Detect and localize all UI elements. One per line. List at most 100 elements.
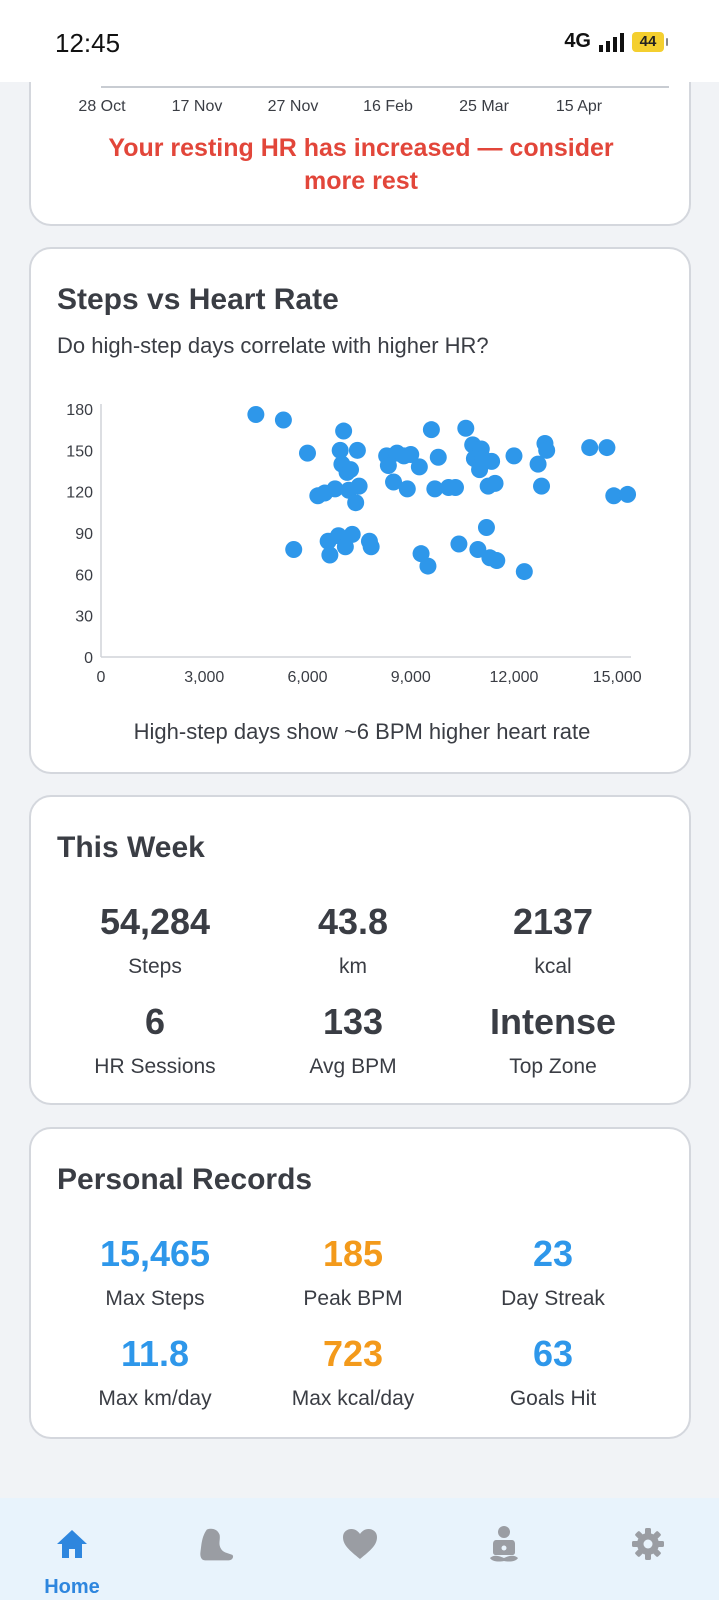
nav-settings[interactable] [603,1498,693,1600]
data-point [488,552,506,570]
data-point [483,452,501,470]
data-point [362,538,380,556]
x-tick-label: 16 Feb [363,98,413,115]
x-axis-line [101,86,669,88]
y-tick-label: 120 [66,485,93,502]
y-tick-label: 90 [75,526,93,543]
x-tick-label: 15,000 [593,669,642,686]
data-point [285,541,303,559]
x-tick-label: 28 Oct [78,98,126,115]
stat-value: 6 [144,1001,166,1042]
data-point [298,444,316,462]
stat-label: Top Zone [509,1055,597,1078]
data-point [469,541,487,559]
stat-hr-sessions: 6 HR Sessions [55,1001,255,1079]
data-point [336,538,354,556]
data-point [342,461,360,479]
data-point [398,480,416,498]
record-day-streak: 23 Day Streak [453,1233,653,1311]
record-goals-hit: 63 Goals Hit [453,1333,653,1411]
stat-value: 723 [322,1333,384,1374]
data-point [422,421,440,439]
warning-line: more rest [304,167,418,195]
data-point [505,447,523,465]
stat-label: Max Steps [105,1287,205,1310]
data-point [538,441,556,459]
shoe-icon [196,1524,236,1564]
stat-label: Day Streak [501,1287,605,1310]
stat-label: km [339,955,367,978]
data-point [348,441,366,459]
nav-heart[interactable] [315,1498,405,1600]
y-tick-label: 150 [66,443,93,460]
stat-value: 63 [532,1333,574,1374]
stat-label: Max kcal/day [291,1387,415,1410]
bottom-nav: Home [0,1498,719,1600]
data-point [446,479,464,497]
stat-label: Peak BPM [303,1287,403,1310]
resting-hr-warning: Your resting HR has increased — consider… [71,132,651,198]
x-axis-ticks: 28 Oct 17 Nov 27 Nov 16 Feb 25 Mar 15 Ap… [75,98,675,122]
data-point [429,448,447,466]
card-title: Personal Records [57,1163,313,1196]
stat-label: kcal [534,955,572,978]
x-tick-label: 6,000 [287,669,327,686]
y-tick-label: 30 [75,609,93,626]
x-tick-label: 12,000 [490,669,539,686]
stat-value: 11.8 [120,1333,190,1374]
data-point [412,545,430,563]
heart-icon [340,1524,380,1564]
stat-kcal: 2137 kcal [453,901,653,979]
stat-label: Max km/day [98,1387,212,1410]
stat-value: 2137 [512,901,594,942]
status-icons: 4G 44 [564,30,668,53]
card-title: This Week [57,831,205,864]
record-max-kcal: 723 Max kcal/day [253,1333,453,1411]
data-point [450,535,468,553]
stat-value: 43.8 [317,901,389,942]
data-point [419,557,437,575]
nav-home[interactable]: Home [27,1498,117,1600]
y-tick-label: 60 [75,567,93,584]
stat-steps: 54,284 Steps [55,901,255,979]
stat-value: 133 [322,1001,384,1042]
data-point [379,456,397,474]
stat-top-zone: Intense Top Zone [453,1001,653,1079]
stat-label: HR Sessions [94,1055,216,1078]
stat-km: 43.8 km [253,901,453,979]
stat-avg-bpm: 133 Avg BPM [253,1001,453,1079]
meditation-icon [484,1524,524,1564]
data-point [350,477,368,495]
data-point [598,439,616,457]
stat-value: 54,284 [99,901,211,942]
record-max-km: 11.8 Max km/day [55,1333,255,1411]
x-tick-label: 25 Mar [459,98,509,115]
x-tick-label: 0 [97,669,106,686]
data-point [515,563,533,581]
data-point [410,458,428,476]
x-tick-label: 3,000 [184,669,224,686]
data-point [477,518,495,536]
card-title: Steps vs Heart Rate [57,283,339,316]
nav-mindfulness[interactable] [459,1498,549,1600]
data-point [457,419,475,437]
stat-label: Steps [128,955,182,978]
data-point [605,487,623,505]
stat-label: Avg BPM [309,1055,397,1078]
stat-value: 15,465 [99,1233,211,1274]
gear-icon [628,1524,668,1564]
this-week-card: This Week 54,284 Steps 43.8 km 2137 kcal… [29,795,691,1105]
x-tick-label: 15 Apr [555,98,603,115]
data-point [331,441,349,459]
data-point [426,480,444,498]
personal-records-card: Personal Records 15,465 Max Steps 185 Pe… [29,1127,691,1439]
data-point [343,525,361,543]
nav-activity[interactable] [171,1498,261,1600]
signal-icon [599,32,624,52]
status-bar: 12:45 4G 44 [0,0,719,82]
x-tick-label: 17 Nov [171,98,223,115]
battery-icon: 44 [632,31,668,52]
chart-caption: High-step days show ~6 BPM higher heart … [133,719,591,744]
stat-value: 23 [532,1233,574,1274]
status-time: 12:45 [55,28,121,58]
